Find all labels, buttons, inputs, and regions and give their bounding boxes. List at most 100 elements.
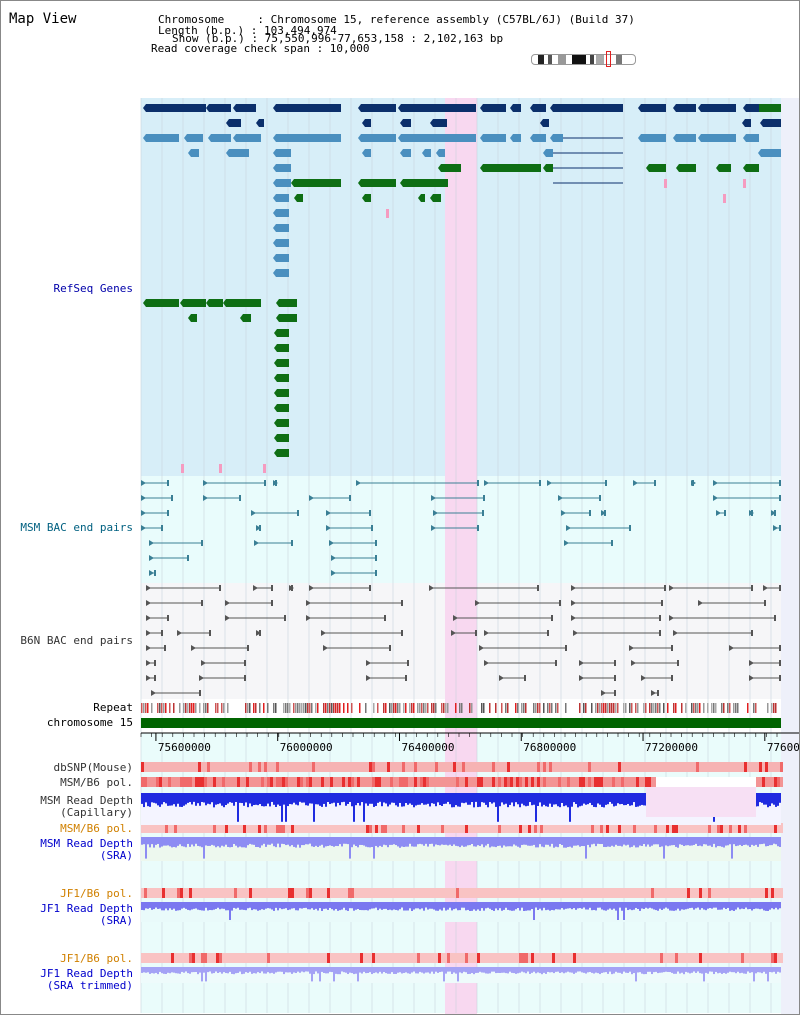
gene-arrow [188,314,191,322]
jf1-depth-sra-bar [539,902,541,909]
gene-arrow [256,119,259,127]
polymorphism-cell [612,888,615,898]
polymorphism-cell [459,823,462,833]
repeat-element [223,703,225,713]
polymorphism-cell [273,762,276,772]
repeat-element [395,703,397,713]
jf1-depth-trimmed-bar [215,967,217,972]
msm-depth-sra-bar [551,837,553,844]
msm-depth-sra-bar [399,837,401,848]
jf1-depth-trimmed-bar [167,967,169,973]
polymorphism-cell [513,762,516,772]
polymorphism-cell [585,762,588,772]
polymorphism-cell [705,823,708,833]
selected-region-highlight [445,98,477,1014]
msm-bac-pair-end [566,525,571,531]
polymorphism-cell [528,888,531,898]
jf1-depth-trimmed-bar [323,967,325,973]
jf1-depth-trimmed-bar [647,967,649,972]
polymorphism-cell [357,777,360,787]
jf1-depth-trimmed-bar [615,967,617,972]
msm-depth-capillary-bar [209,793,211,805]
depth-gap [646,787,756,817]
jf1-depth-sra-bar [159,902,161,909]
jf1-depth-trimmed-bar [779,967,781,973]
polymorphism-cell [378,953,381,963]
msm-depth-capillary-bar [437,793,439,803]
msm-depth-sra-bar [719,837,721,847]
b6n-bac-pair-end [669,585,674,591]
msm-depth-capillary-bar [495,793,497,807]
jf1-depth-sra-bar [743,902,745,910]
polymorphism-cell [141,953,144,963]
polymorphism-cell [402,823,405,833]
msm-depth-sra-bar [159,837,161,848]
polymorphism-cell [279,953,282,963]
jf1-depth-sra-bar [311,902,313,909]
gene-feature [276,179,291,187]
polymorphism-cell [177,888,180,898]
polymorphism-cell [564,762,567,772]
msm-depth-capillary-bar [395,793,397,806]
polymorphism-cell [279,823,282,833]
polymorphism-cell [480,953,483,963]
jf1-depth-trimmed-bar [497,967,499,973]
polymorphism-cell [486,762,489,772]
repeat-element [205,703,207,713]
msm-depth-sra-bar [267,837,269,845]
polymorphism-cell [153,777,156,787]
msm-depth-sra-bar [481,837,483,845]
msm-depth-capillary-bar [607,793,609,805]
msm-depth-sra-bar [309,837,311,844]
polymorphism-cell [537,953,540,963]
polymorphism-cell [222,953,225,963]
repeat-element [611,703,613,713]
jf1-depth-trimmed-bar [293,967,295,973]
polymorphism-cell [546,888,549,898]
msm-depth-capillary-bar [435,793,437,807]
msm-bac-pair-end [329,540,334,546]
repeat-element [579,703,581,713]
msm-depth-sra-bar [169,837,171,847]
gene-feature [183,299,206,307]
msm-depth-capillary-bar [179,793,181,807]
jf1-depth-trimmed-bar [577,967,579,972]
polymorphism-cell [306,888,309,898]
msm-bac-pair-end [431,495,436,501]
msm-depth-sra-bar [285,837,287,846]
msm-depth-capillary-bar [413,793,415,808]
polymorphism-cell [213,888,216,898]
chromosome-ideogram[interactable] [531,54,636,65]
msm-depth-capillary-bar [485,793,487,805]
polymorphism-cell [468,823,471,833]
polymorphism-cell [315,777,318,787]
repeat-element [603,703,605,713]
polymorphism-cell [690,888,693,898]
jf1-depth-trimmed-bar [735,967,737,974]
gene-arrow [758,149,761,157]
msm-depth-sra-bar [707,837,709,846]
msm-depth-capillary-bar [447,793,449,802]
msm-depth-sra-bar [681,837,683,845]
jf1-depth-trimmed-bar [195,967,197,972]
polymorphism-cell [624,953,627,963]
msm-depth-sra-bar [289,837,291,847]
msm-depth-capillary-bar [359,793,361,806]
jf1-depth-trimmed-bar [173,967,175,973]
gene-arrow [274,434,277,442]
repeat-element [551,703,553,713]
polymorphism-cell [516,888,519,898]
ideogram-position-marker[interactable] [606,51,611,67]
polymorphism-cell [516,762,519,772]
polymorphism-cell [474,888,477,898]
jf1-depth-trimmed-bar [567,967,569,972]
msm-depth-capillary-bar [345,793,347,806]
jf1-depth-trimmed-bar [313,967,315,975]
msm-depth-capillary-bar [481,793,483,803]
polymorphism-cell [462,823,465,833]
gene-feature [553,134,563,142]
jf1-depth-trimmed-bar [481,967,483,973]
msm-bac-pair-end [773,525,778,531]
